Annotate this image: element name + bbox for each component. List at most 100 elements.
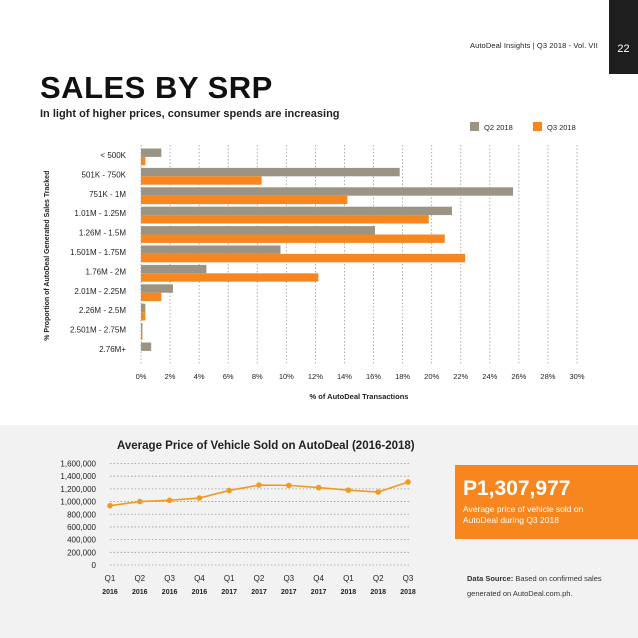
x-tick-quarter: Q3 xyxy=(403,574,414,583)
x-tick-label: 26% xyxy=(511,372,526,381)
x-tick-label: 16% xyxy=(366,372,381,381)
bar xyxy=(141,303,146,313)
y-axis-label: % Proportion of AutoDeal Generated Sales… xyxy=(44,171,51,341)
category-label: 2.26M - 2.5M xyxy=(79,306,126,315)
x-tick-year: 2016 xyxy=(192,589,208,596)
x-tick-label: 18% xyxy=(395,372,410,381)
x-tick-year: 2017 xyxy=(281,589,297,596)
bar xyxy=(141,215,429,224)
avg-price-line-chart: 0 200,000 400,000 600,000 800,000 1,000,000 1,… xyxy=(60,460,416,597)
bar xyxy=(141,284,173,293)
y-tick-label: 600,000 xyxy=(67,523,96,532)
x-tick-quarter: Q2 xyxy=(254,574,265,583)
legend-swatch xyxy=(533,122,542,131)
bar xyxy=(141,292,162,302)
price-point xyxy=(345,487,352,493)
legend-label: Q3 2018 xyxy=(547,123,576,132)
price-point xyxy=(107,502,113,509)
x-tick-year: 2018 xyxy=(400,589,416,596)
price-point xyxy=(137,498,143,505)
x-tick-year: 2018 xyxy=(341,589,357,596)
x-tick-year: 2016 xyxy=(132,589,148,596)
price-point xyxy=(286,482,292,489)
page-number: 22 xyxy=(617,43,630,55)
bar xyxy=(141,234,445,243)
x-tick-year: 2016 xyxy=(162,589,178,596)
bar xyxy=(141,273,319,282)
y-tick-label: 0 xyxy=(92,561,97,570)
x-tick-label: 12% xyxy=(308,372,323,381)
x-tick-label: 10% xyxy=(279,372,294,381)
x-tick-quarter: Q2 xyxy=(373,574,384,583)
price-point xyxy=(196,495,203,501)
y-tick-label: 400,000 xyxy=(67,536,96,545)
x-tick-quarter: Q1 xyxy=(224,574,235,583)
category-label: 501K - 750K xyxy=(82,170,127,179)
legend-swatch xyxy=(470,122,479,131)
price-point xyxy=(226,487,232,494)
legend-label: Q2 2018 xyxy=(484,123,513,132)
report-header-meta: AutoDeal Insights | Q3 2018 - Vol. VII xyxy=(470,41,598,50)
bar xyxy=(141,245,281,254)
x-tick-quarter: Q2 xyxy=(134,574,145,583)
x-tick-quarter: Q3 xyxy=(283,574,294,583)
x-tick-label: 2% xyxy=(165,372,176,381)
x-tick-label: 28% xyxy=(540,372,555,381)
x-tick-label: 4% xyxy=(194,372,205,381)
x-tick-label: 22% xyxy=(453,372,468,381)
bar xyxy=(141,323,143,332)
y-tick-label: 1,000,000 xyxy=(60,498,96,507)
bar xyxy=(141,342,152,351)
x-tick-year: 2017 xyxy=(311,589,327,596)
data-source-note: Data Source: Based on confirmed sales ge… xyxy=(467,571,627,601)
category-label: 1.01M - 1.25M xyxy=(74,209,126,218)
bar xyxy=(141,195,348,205)
x-tick-label: 20% xyxy=(424,372,439,381)
x-tick-year: 2018 xyxy=(370,589,386,596)
bar xyxy=(141,264,207,274)
x-tick-label: 6% xyxy=(223,372,234,381)
x-tick-quarter: Q3 xyxy=(164,574,175,583)
category-label: 1.76M - 2M xyxy=(86,267,127,276)
x-tick-label: 0% xyxy=(136,372,147,381)
bar xyxy=(141,148,162,157)
x-tick-quarter: Q4 xyxy=(313,574,324,583)
y-tick-label: 1,200,000 xyxy=(60,485,96,494)
category-label: 2.01M - 2.25M xyxy=(74,287,126,296)
highlight-card: P1,307,977 Average price of vehicle sold… xyxy=(455,465,638,539)
highlight-price: P1,307,977 xyxy=(463,477,571,500)
x-tick-year: 2017 xyxy=(251,589,267,596)
x-tick-year: 2016 xyxy=(102,589,118,596)
x-tick-year: 2017 xyxy=(221,589,237,596)
x-tick-label: 14% xyxy=(337,372,352,381)
bar xyxy=(141,187,514,196)
y-tick-label: 200,000 xyxy=(67,548,96,557)
x-tick-quarter: Q4 xyxy=(194,574,205,583)
category-label: 2.501M - 2.75M xyxy=(70,326,126,335)
y-tick-label: 1,600,000 xyxy=(60,460,96,469)
price-point xyxy=(166,497,173,504)
bar xyxy=(141,226,375,235)
category-label: 2.76M+ xyxy=(99,345,126,354)
srp-bar-chart: 0% 2% 4% 6% 8% 10% 12% 14% 16% 18% 20% 22% 24% 26% 28%… xyxy=(44,122,585,401)
x-tick-label: 8% xyxy=(252,372,263,381)
category-label: 751K - 1M xyxy=(89,190,126,199)
bar xyxy=(141,156,146,166)
category-label: 1.501M - 1.75M xyxy=(70,248,126,257)
data-source-label: Data Source: xyxy=(467,574,514,583)
y-tick-label: 1,400,000 xyxy=(60,472,96,481)
x-axis-label: % of AutoDeal Transactions xyxy=(310,392,409,401)
y-tick-label: 800,000 xyxy=(67,510,96,519)
bar xyxy=(141,331,143,340)
bar xyxy=(141,253,466,263)
x-tick-label: 24% xyxy=(482,372,497,381)
bar xyxy=(141,206,453,216)
data-source-text: Based on confirmed sales generated on Au… xyxy=(467,574,602,598)
price-point xyxy=(375,489,382,495)
category-label: < 500K xyxy=(100,151,126,160)
x-tick-quarter: Q1 xyxy=(105,574,116,583)
category-label: 1.26M - 1.5M xyxy=(79,229,126,238)
price-point xyxy=(315,484,322,491)
page-title: SALES BY SRP xyxy=(40,70,273,105)
price-point xyxy=(256,482,262,488)
